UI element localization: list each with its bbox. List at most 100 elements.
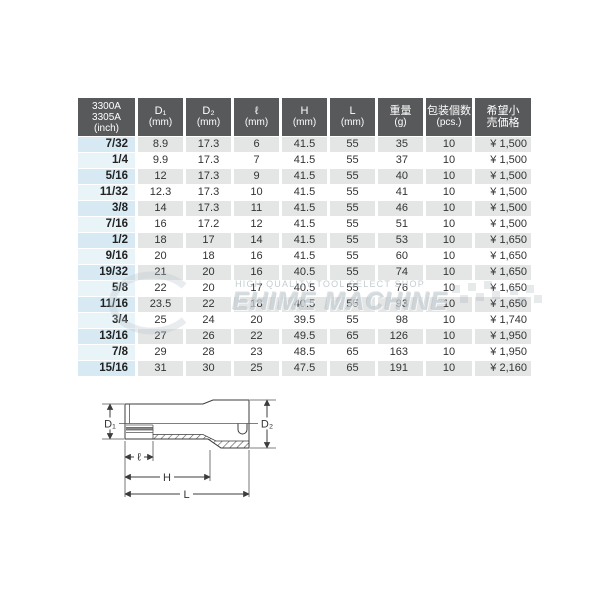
header-weight-label: 重量 [389,105,412,117]
header-l-label: L [349,105,356,117]
spec-cell-d1: 22 [138,281,183,296]
header-d1: D₁ (mm) [138,98,183,136]
spec-row: 7/32 8.9 17.3 6 41.5 55 35 10 ¥ 1,500 [78,137,531,152]
header-d1-label: D₁ [154,105,167,117]
spec-cell-l: 65 [330,345,375,360]
spec-cell-h: 41.5 [282,201,327,216]
spec-row: 9/16 20 18 16 41.5 55 60 10 ¥ 1,650 [78,249,531,264]
spec-cell-ell: 7 [234,153,279,168]
spec-row: 15/16 31 30 25 47.5 65 191 10 ¥ 2,160 [78,361,531,376]
header-ell-unit: (mm) [244,117,269,128]
spec-cell-qty: 10 [426,233,472,248]
spec-cell-l: 55 [330,233,375,248]
header-ell-label: ℓ [254,105,259,117]
spec-cell-size: 7/8 [78,345,135,360]
spec-cell-qty: 10 [426,217,472,232]
spec-cell-ell: 12 [234,217,279,232]
spec-cell-qty: 10 [426,313,472,328]
spec-cell-h: 41.5 [282,153,327,168]
header-price-label1: 希望小 [486,105,520,117]
spec-cell-size: 1/2 [78,233,135,248]
spec-cell-price: ¥ 1,500 [475,217,531,232]
spec-cell-price: ¥ 1,650 [475,233,531,248]
header-h-unit: (mm) [292,117,317,128]
dim-label-d1: D₁ [104,419,116,431]
spec-cell-qty: 10 [426,265,472,280]
spec-cell-qty: 10 [426,185,472,200]
socket-dimension-diagram: D₁ D₂ ℓ H L [101,399,277,501]
dim-label-ell: ℓ [137,452,141,464]
spec-cell-weight: 37 [378,153,423,168]
spec-cell-ell: 16 [234,265,279,280]
spec-cell-ell: 9 [234,169,279,184]
header-d2: D₂ (mm) [186,98,231,136]
spec-cell-d1: 21 [138,265,183,280]
dim-d2: D₂ [250,399,277,449]
spec-row: 11/16 23.5 22 18 40.5 55 93 10 ¥ 1,650 [78,297,531,312]
header-qty: 包装個数 (pcs.) [426,98,472,136]
spec-cell-weight: 51 [378,217,423,232]
spec-cell-h: 41.5 [282,169,327,184]
spec-row: 7/8 29 28 23 48.5 65 163 10 ¥ 1,950 [78,345,531,360]
spec-cell-h: 41.5 [282,233,327,248]
model-unit: (inch) [93,122,119,134]
spec-cell-d1: 16 [138,217,183,232]
spec-header-row: 3300A 3305A (inch) D₁ (mm) D₂ (mm) ℓ (mm… [78,98,531,136]
spec-cell-d1: 25 [138,313,183,328]
spec-row: 5/16 12 17.3 9 41.5 55 40 10 ¥ 1,500 [78,169,531,184]
spec-cell-size: 11/16 [78,297,135,312]
spec-cell-d2: 17.3 [186,169,231,184]
spec-cell-price: ¥ 1,500 [475,169,531,184]
spec-cell-price: ¥ 1,500 [475,153,531,168]
spec-cell-d2: 17.3 [186,185,231,200]
spec-cell-size: 7/16 [78,217,135,232]
spec-cell-weight: 126 [378,329,423,344]
spec-cell-weight: 191 [378,361,423,376]
spec-cell-d1: 29 [138,345,183,360]
spec-cell-l: 55 [330,297,375,312]
spec-cell-price: ¥ 1,650 [475,249,531,264]
spec-cell-d2: 26 [186,329,231,344]
spec-cell-d1: 20 [138,249,183,264]
spec-cell-size: 5/16 [78,169,135,184]
header-ell: ℓ (mm) [234,98,279,136]
spec-cell-qty: 10 [426,345,472,360]
spec-cell-ell: 10 [234,185,279,200]
spec-cell-ell: 17 [234,281,279,296]
header-d1-unit: (mm) [148,117,173,128]
spec-cell-size: 7/32 [78,137,135,152]
spec-cell-d2: 22 [186,297,231,312]
spec-cell-h: 41.5 [282,185,327,200]
spec-cell-d1: 23.5 [138,297,183,312]
spec-cell-qty: 10 [426,201,472,216]
spec-cell-price: ¥ 1,500 [475,201,531,216]
spec-cell-weight: 53 [378,233,423,248]
spec-cell-price: ¥ 1,650 [475,281,531,296]
header-d2-unit: (mm) [196,117,221,128]
spec-cell-ell: 6 [234,137,279,152]
spec-cell-h: 40.5 [282,265,327,280]
dim-label-l: L [183,489,189,501]
dim-label-d2: D₂ [261,419,273,431]
spec-cell-d1: 27 [138,329,183,344]
spec-cell-l: 55 [330,265,375,280]
spec-cell-price: ¥ 2,160 [475,361,531,376]
header-l: L (mm) [330,98,375,136]
spec-cell-l: 55 [330,313,375,328]
spec-row: 1/4 9.9 17.3 7 41.5 55 37 10 ¥ 1,500 [78,153,531,168]
spec-cell-d2: 28 [186,345,231,360]
spec-row: 19/32 21 20 16 40.5 55 74 10 ¥ 1,650 [78,265,531,280]
spec-row: 1/2 18 17 14 41.5 55 53 10 ¥ 1,650 [78,233,531,248]
spec-cell-d1: 31 [138,361,183,376]
spec-cell-ell: 18 [234,297,279,312]
header-qty-unit: (pcs.) [436,117,462,128]
spec-cell-weight: 41 [378,185,423,200]
spec-cell-price: ¥ 1,950 [475,329,531,344]
spec-cell-h: 41.5 [282,249,327,264]
spec-cell-d2: 17.3 [186,153,231,168]
spec-cell-qty: 10 [426,297,472,312]
spec-cell-l: 55 [330,153,375,168]
spec-cell-h: 48.5 [282,345,327,360]
spec-cell-h: 47.5 [282,361,327,376]
header-price: 希望小 売価格 [475,98,531,136]
